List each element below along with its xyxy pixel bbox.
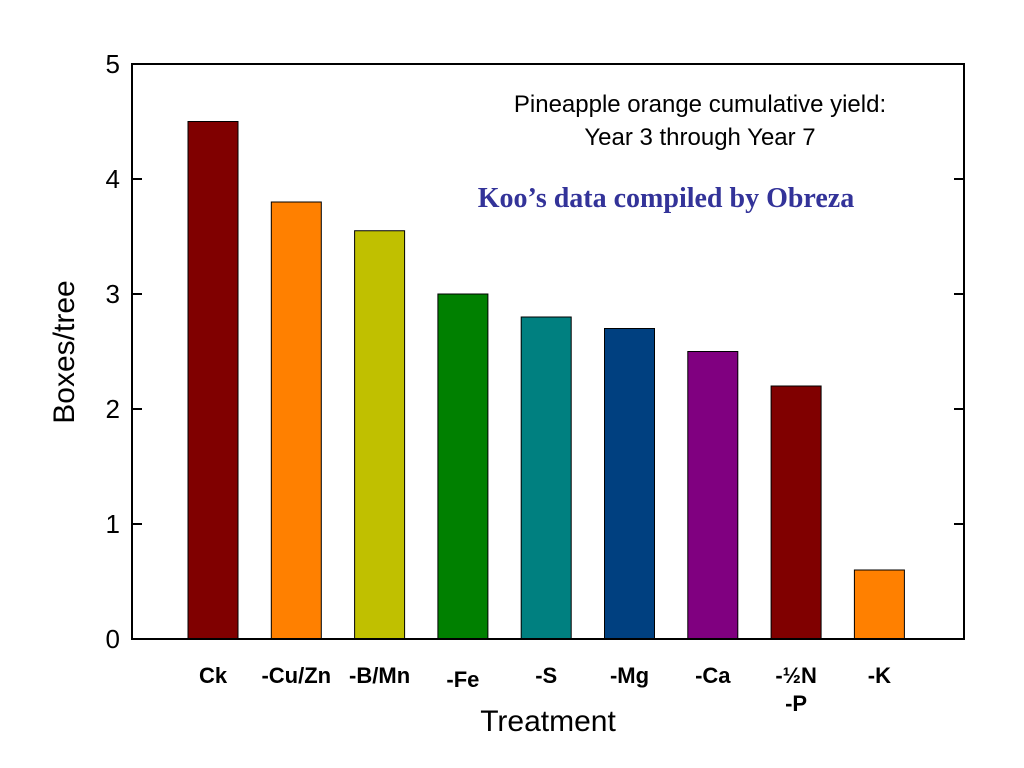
x-tick-label: -S: [535, 663, 557, 688]
x-tick-label: -Cu/Zn: [261, 663, 331, 688]
x-tick-label: -½N: [775, 663, 817, 688]
bar-6: [687, 351, 739, 640]
axes-layer: [131, 63, 965, 640]
plot-frame: [131, 63, 965, 640]
bars-layer: [187, 121, 905, 640]
chart-title-line-1: Pineapple orange cumulative yield:: [514, 91, 886, 118]
bar-1: [270, 201, 322, 640]
x-axis-label: Treatment: [480, 705, 616, 738]
x-tick-label: -P: [785, 691, 807, 716]
x-axis-ticks: Ck -Cu/Zn -B/Mn -Fe -S -Mg -Ca -½N -P -K: [199, 663, 891, 716]
y-axis-label: Boxes/tree: [48, 280, 81, 423]
bar-0: [187, 121, 239, 640]
bar-2: [354, 230, 406, 640]
x-tick-label: -B/Mn: [349, 663, 410, 688]
chart-subtitle: Koo’s data compiled by Obreza: [478, 183, 854, 214]
y-tick-label: 0: [106, 624, 120, 654]
y-tick-label: 1: [106, 509, 120, 539]
chart-title-line-2: Year 3 through Year 7: [584, 124, 815, 151]
x-tick-label: -K: [868, 663, 891, 688]
y-axis-ticks: 0 1 2 3 4 5: [106, 49, 964, 654]
bar-5: [604, 328, 655, 640]
y-tick-label: 5: [106, 49, 120, 79]
x-tick-label: -Fe: [446, 667, 479, 692]
bar-3: [437, 293, 489, 640]
bar-7: [770, 385, 822, 640]
x-tick-label: -Mg: [610, 663, 649, 688]
x-tick-label: Ck: [199, 663, 228, 688]
x-tick-label: -Ca: [695, 663, 731, 688]
y-tick-label: 3: [106, 279, 120, 309]
y-tick-label: 2: [106, 394, 120, 424]
bar-4: [520, 316, 572, 640]
y-tick-label: 4: [106, 164, 120, 194]
bar-8: [853, 569, 905, 640]
